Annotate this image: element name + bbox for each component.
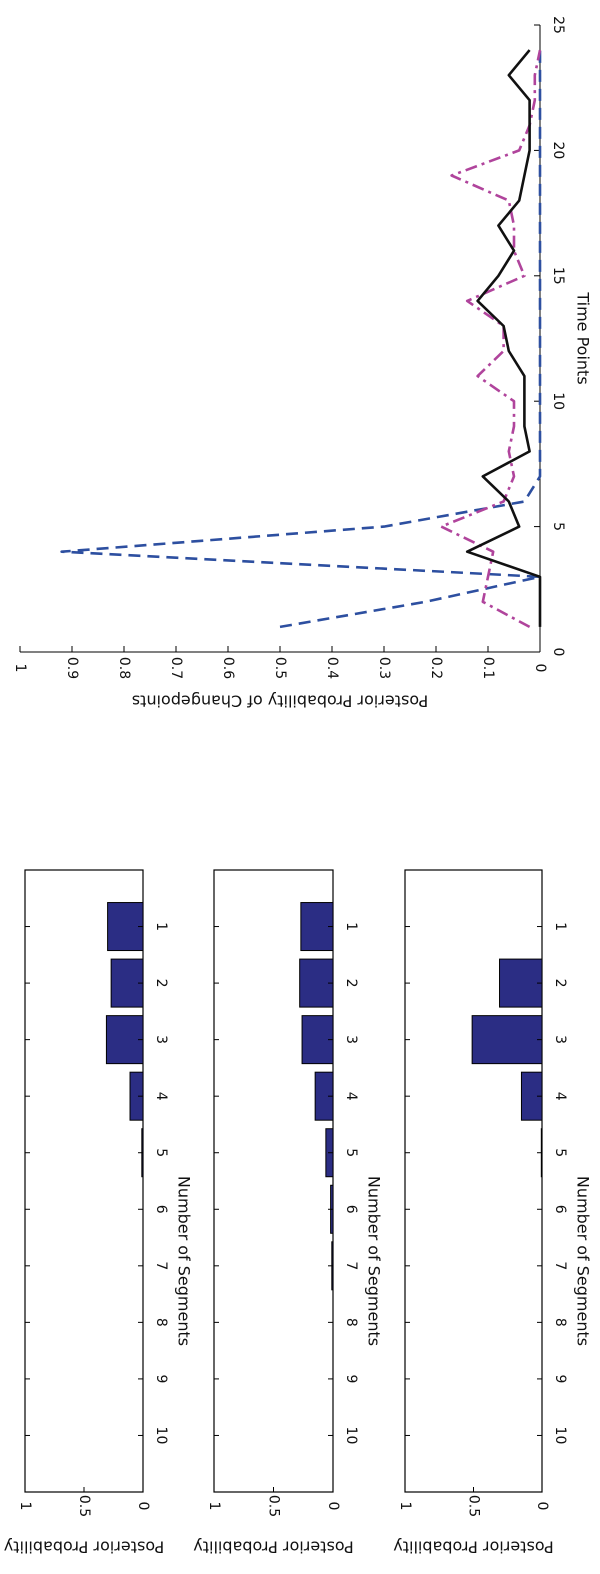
x-tick-label: 8	[343, 1318, 359, 1327]
series-line-3	[465, 49, 542, 627]
x-tick-label: 4	[343, 1092, 359, 1101]
x-tick-label: 9	[343, 1374, 359, 1383]
y-tick-label: 0.4	[324, 657, 340, 679]
x-tick-label: 3	[153, 1035, 169, 1044]
x-tick-label: 20	[550, 141, 566, 159]
x-axis-label: Number of Segments	[365, 1176, 384, 1346]
y-tick-label: 1	[397, 1502, 413, 1511]
y-tick-label: 0	[532, 664, 548, 673]
y-tick-label: 0.8	[116, 657, 132, 679]
y-tick-label: 0.5	[272, 657, 288, 679]
y-tick-label: 0.5	[266, 1495, 282, 1517]
x-tick-label: 25	[550, 16, 566, 34]
x-tick-label: 7	[552, 1261, 568, 1270]
y-axis-label: Posterior Probability	[193, 1538, 353, 1557]
bar	[107, 902, 144, 952]
histogram-panel-1: 1 2 3 4 5 6 7 8 9 10 0 0.5 1 Number of Segments Poster…	[4, 869, 194, 1557]
x-tick-label: 3	[343, 1035, 359, 1044]
x-tick-label: 1	[343, 922, 359, 931]
x-tick-label: 7	[343, 1261, 359, 1270]
x-tick-label: 4	[153, 1092, 169, 1101]
x-tick-label: 3	[552, 1035, 568, 1044]
x-tick-label: 8	[153, 1318, 169, 1327]
y-tick-label: 0.9	[64, 657, 80, 679]
y-tick-label: 1	[17, 1502, 33, 1511]
x-tick-label: 9	[153, 1374, 169, 1383]
x-tick-label: 6	[153, 1205, 169, 1214]
y-tick-label: 0.6	[220, 657, 236, 679]
x-tick-label: 10	[550, 392, 566, 410]
x-axis-label: Number of Segments	[175, 1176, 194, 1346]
x-tick-label: 1	[552, 922, 568, 931]
x-tick-label: 15	[550, 267, 566, 285]
bar	[499, 958, 543, 1008]
x-tick-label: 2	[343, 979, 359, 988]
y-tick-label: 1	[206, 1502, 222, 1511]
y-tick-label: 0	[534, 1502, 550, 1511]
x-axis-label: Number of Segments	[574, 1176, 593, 1346]
y-axis-label: Posterior Probability	[393, 1538, 553, 1557]
histogram-panel-3: 1 2 3 4 5 6 7 8 9 10 0 0.5 1 Number of Segments Poster…	[393, 869, 593, 1557]
histogram-panel-2: 1 2 3 4 5 6 7 8 9 10 0 0.5 1 Number of Segments Poster…	[193, 869, 384, 1557]
x-tick-label: 5	[343, 1148, 359, 1157]
x-tick-label: 5	[550, 522, 566, 531]
x-tick-label: 9	[552, 1374, 568, 1383]
x-tick-label: 10	[343, 1427, 359, 1445]
y-axis-label: Posterior Probability	[4, 1538, 164, 1557]
y-tick-label: 0	[135, 1502, 151, 1511]
bar	[299, 958, 334, 1008]
bar	[105, 1015, 144, 1065]
x-tick-label: 8	[552, 1318, 568, 1327]
series-line-2	[439, 49, 542, 629]
x-tick-label: 2	[552, 979, 568, 988]
x-tick-label: 10	[552, 1427, 568, 1445]
x-tick-label: 2	[153, 979, 169, 988]
y-axis-label: Posterior Probability of Changepoints	[132, 692, 428, 711]
y-tick-label: 0.5	[76, 1495, 92, 1517]
x-tick-label: 10	[153, 1427, 169, 1445]
y-tick-label: 0.1	[480, 657, 496, 679]
x-tick-label: 7	[153, 1261, 169, 1270]
bar	[110, 958, 144, 1008]
y-tick-label: 0.2	[428, 657, 444, 679]
y-tick-label: 0.3	[376, 657, 392, 679]
x-tick-label: 6	[343, 1205, 359, 1214]
bar	[471, 1015, 543, 1065]
x-tick-label: 1	[153, 922, 169, 931]
y-tick-label: 1	[12, 664, 28, 673]
y-tick-label: 0.5	[466, 1495, 482, 1517]
x-tick-label: 5	[153, 1148, 169, 1157]
y-tick-label: 0.7	[168, 657, 184, 679]
x-tick-label: 6	[552, 1205, 568, 1214]
x-tick-label: 4	[552, 1092, 568, 1101]
x-axis-label: Time Points	[574, 291, 593, 384]
x-tick-label: 5	[552, 1148, 568, 1157]
series-line-1	[60, 50, 542, 629]
changepoint-panel: 0 5 10 15 20 25 0 0.1 0.2 0.3 0.4 0.5 0.6 0.7 0.8 0.9 1 T…	[12, 16, 593, 710]
bar	[300, 902, 334, 952]
y-tick-label: 0	[325, 1502, 341, 1511]
x-tick-label: 0	[550, 648, 566, 657]
